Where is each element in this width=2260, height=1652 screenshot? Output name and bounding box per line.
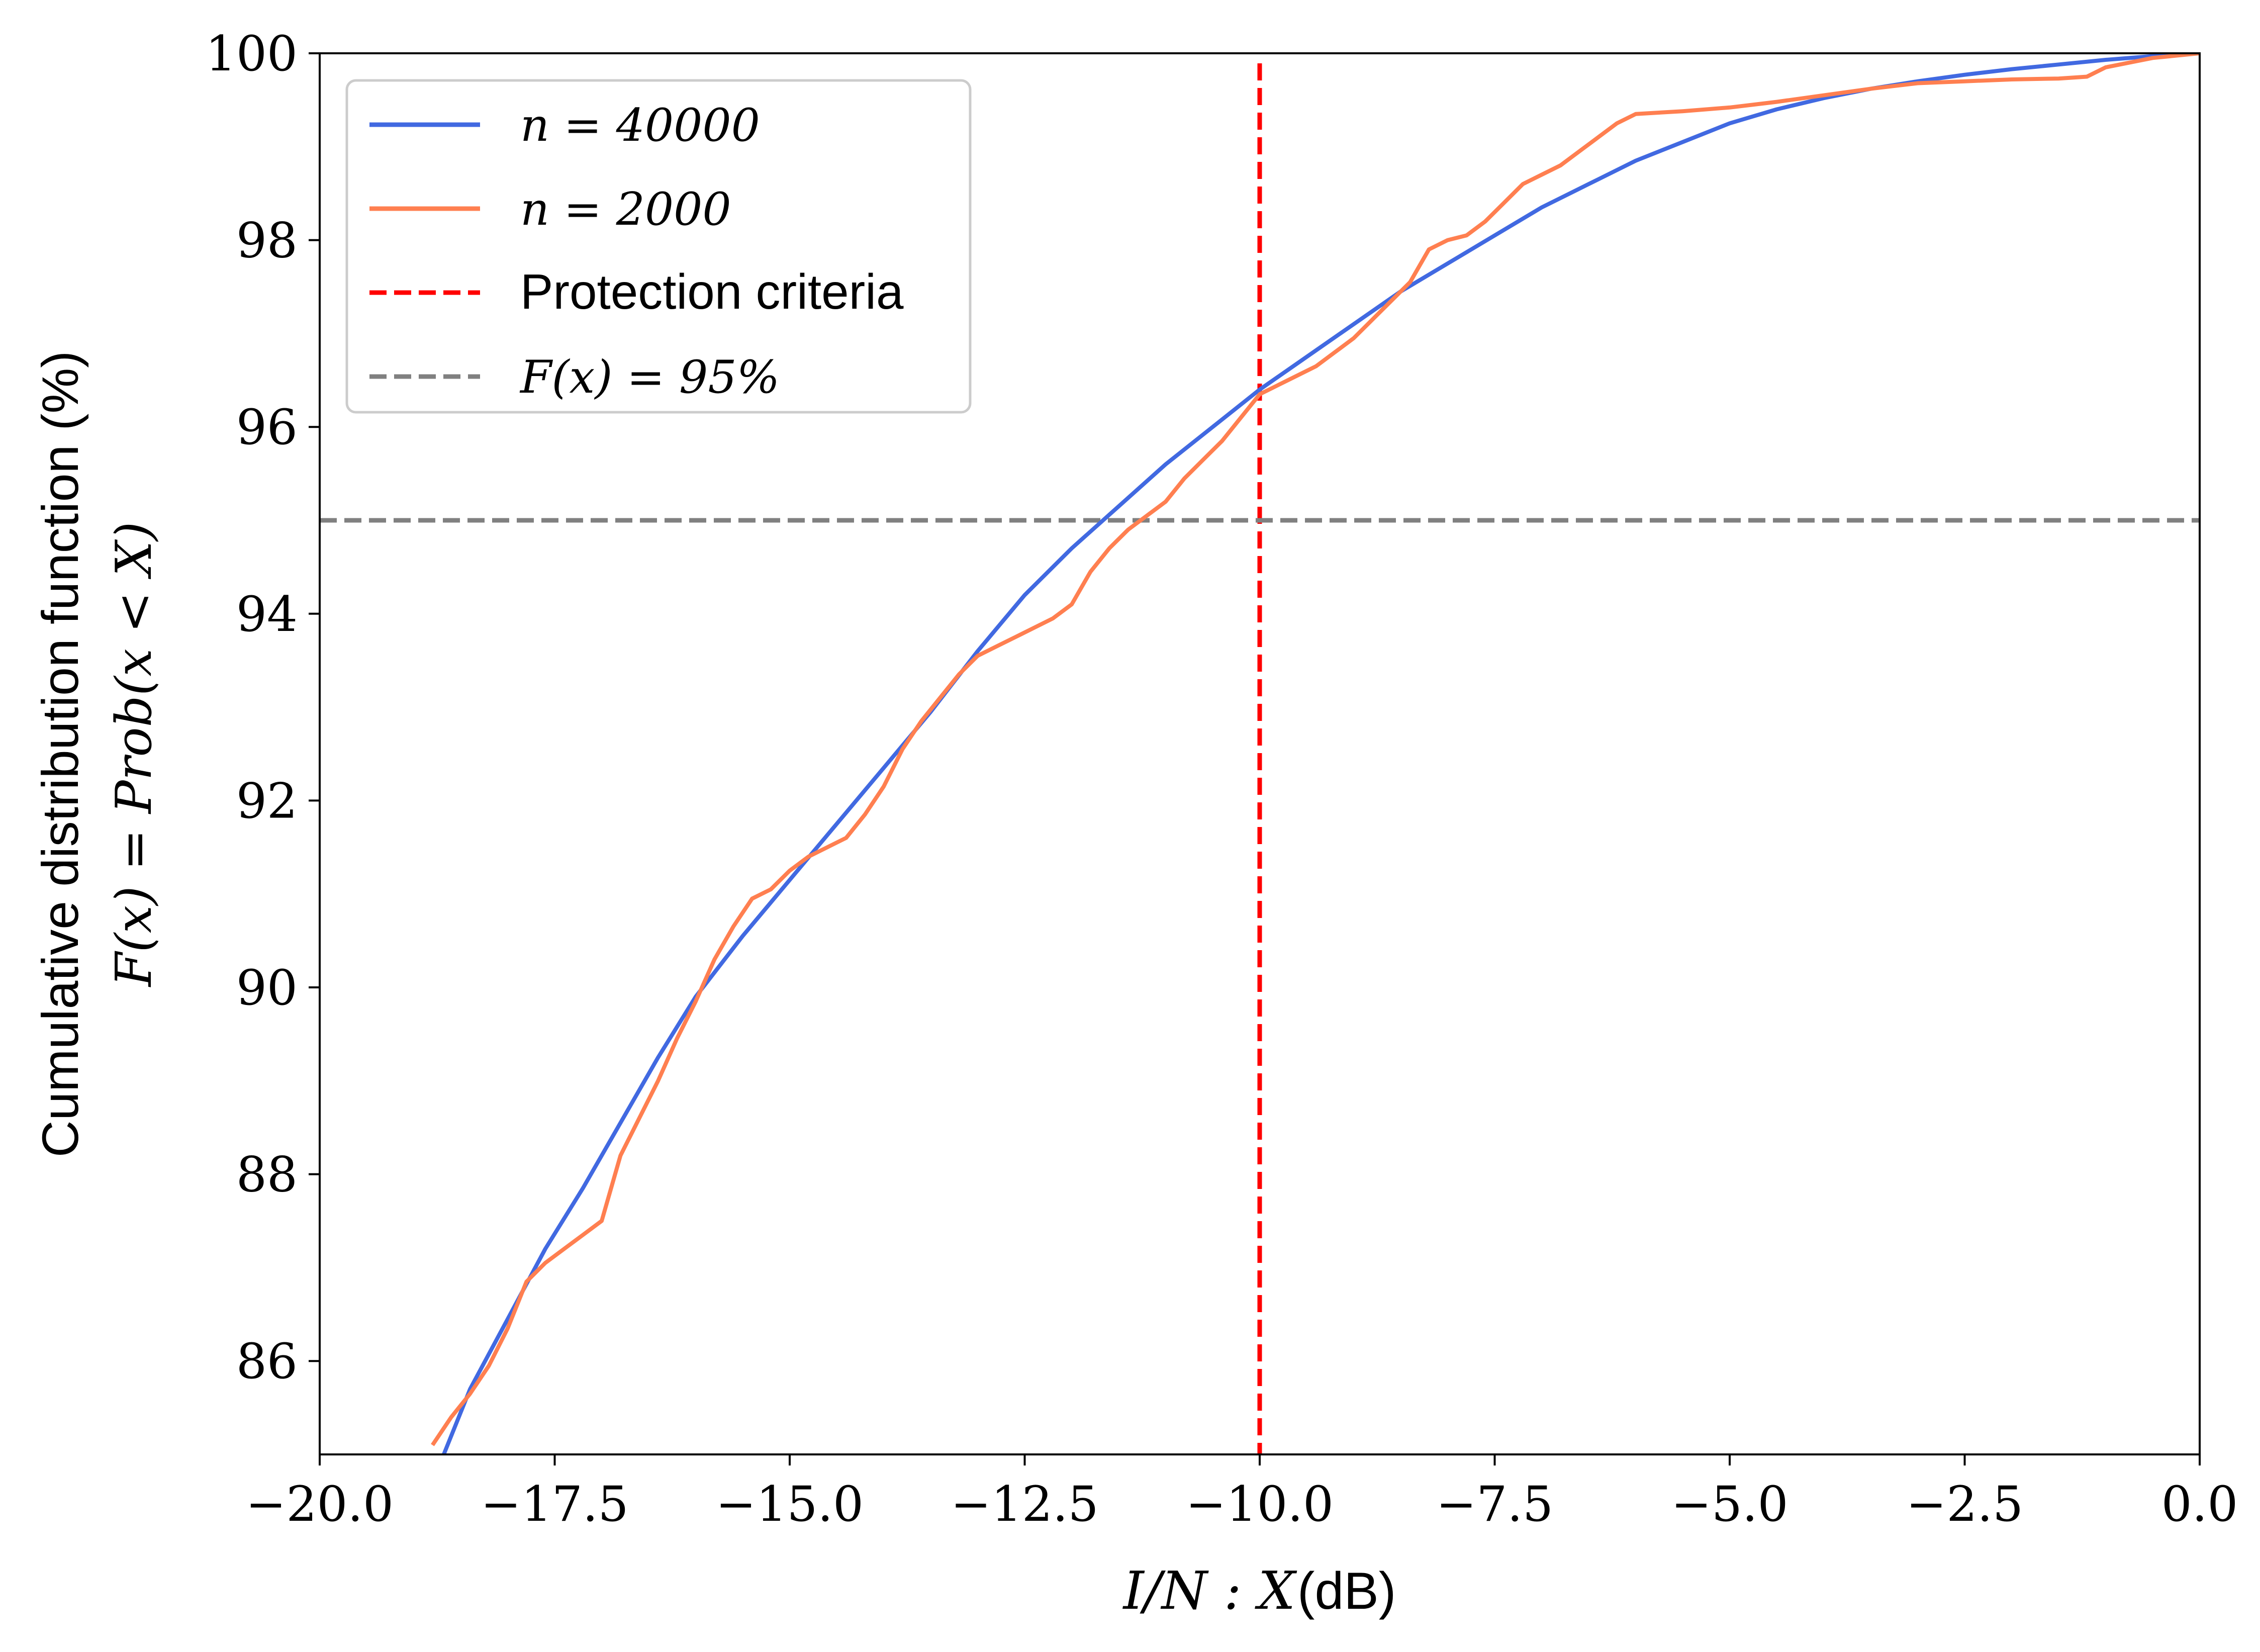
series-line-n2000 (431, 53, 2200, 1446)
x-tick-label: −5.0 (1671, 1476, 1788, 1532)
axes: −20.0 −17.5 −15.0 −12.5 −10.0 −7.5 −5.0 −2.5 0.0… (206, 26, 2238, 1532)
x-tick-label: −15.0 (716, 1476, 864, 1532)
x-tick-label: −20.0 (246, 1476, 394, 1532)
x-axis-label: I/N : X (dB) (1122, 1560, 1396, 1621)
y-tick-label: 96 (236, 399, 298, 455)
y-tick-label: 86 (236, 1333, 298, 1390)
x-tick-label: −2.5 (1906, 1476, 2023, 1532)
plot-area (320, 53, 2200, 1454)
y-tick-label: 100 (206, 26, 298, 82)
y-tick-label: 94 (236, 586, 298, 643)
x-tick-label: 0.0 (2161, 1476, 2238, 1532)
x-axis-label-math: I/N : X (1122, 1560, 1297, 1621)
y-axis-label: Cumulative distribution function (%) (32, 351, 89, 1157)
y-axis-sublabel: F(x) = Prob(x < X) (106, 522, 163, 988)
legend-label: Protection criteria (520, 264, 904, 319)
y-tick-label: 88 (236, 1147, 298, 1203)
legend-label: n = 2000 (520, 183, 731, 236)
x-axis-label-unit: (dB) (1297, 1562, 1396, 1620)
x-tick-label: −10.0 (1186, 1476, 1334, 1532)
x-tick-label: −7.5 (1436, 1476, 1553, 1532)
legend: n = 40000 n = 2000 Protection criteria F(x)… (345, 79, 972, 414)
x-tick-label: −17.5 (481, 1476, 628, 1532)
y-tick-label: 90 (236, 960, 298, 1016)
legend-label: n = 40000 (520, 99, 760, 152)
x-tick-label: −12.5 (951, 1476, 1098, 1532)
y-tick-label: 98 (236, 213, 298, 269)
legend-box (345, 79, 972, 414)
legend-label: F(x) = 95% (519, 351, 780, 404)
y-tick-label: 92 (236, 773, 298, 829)
